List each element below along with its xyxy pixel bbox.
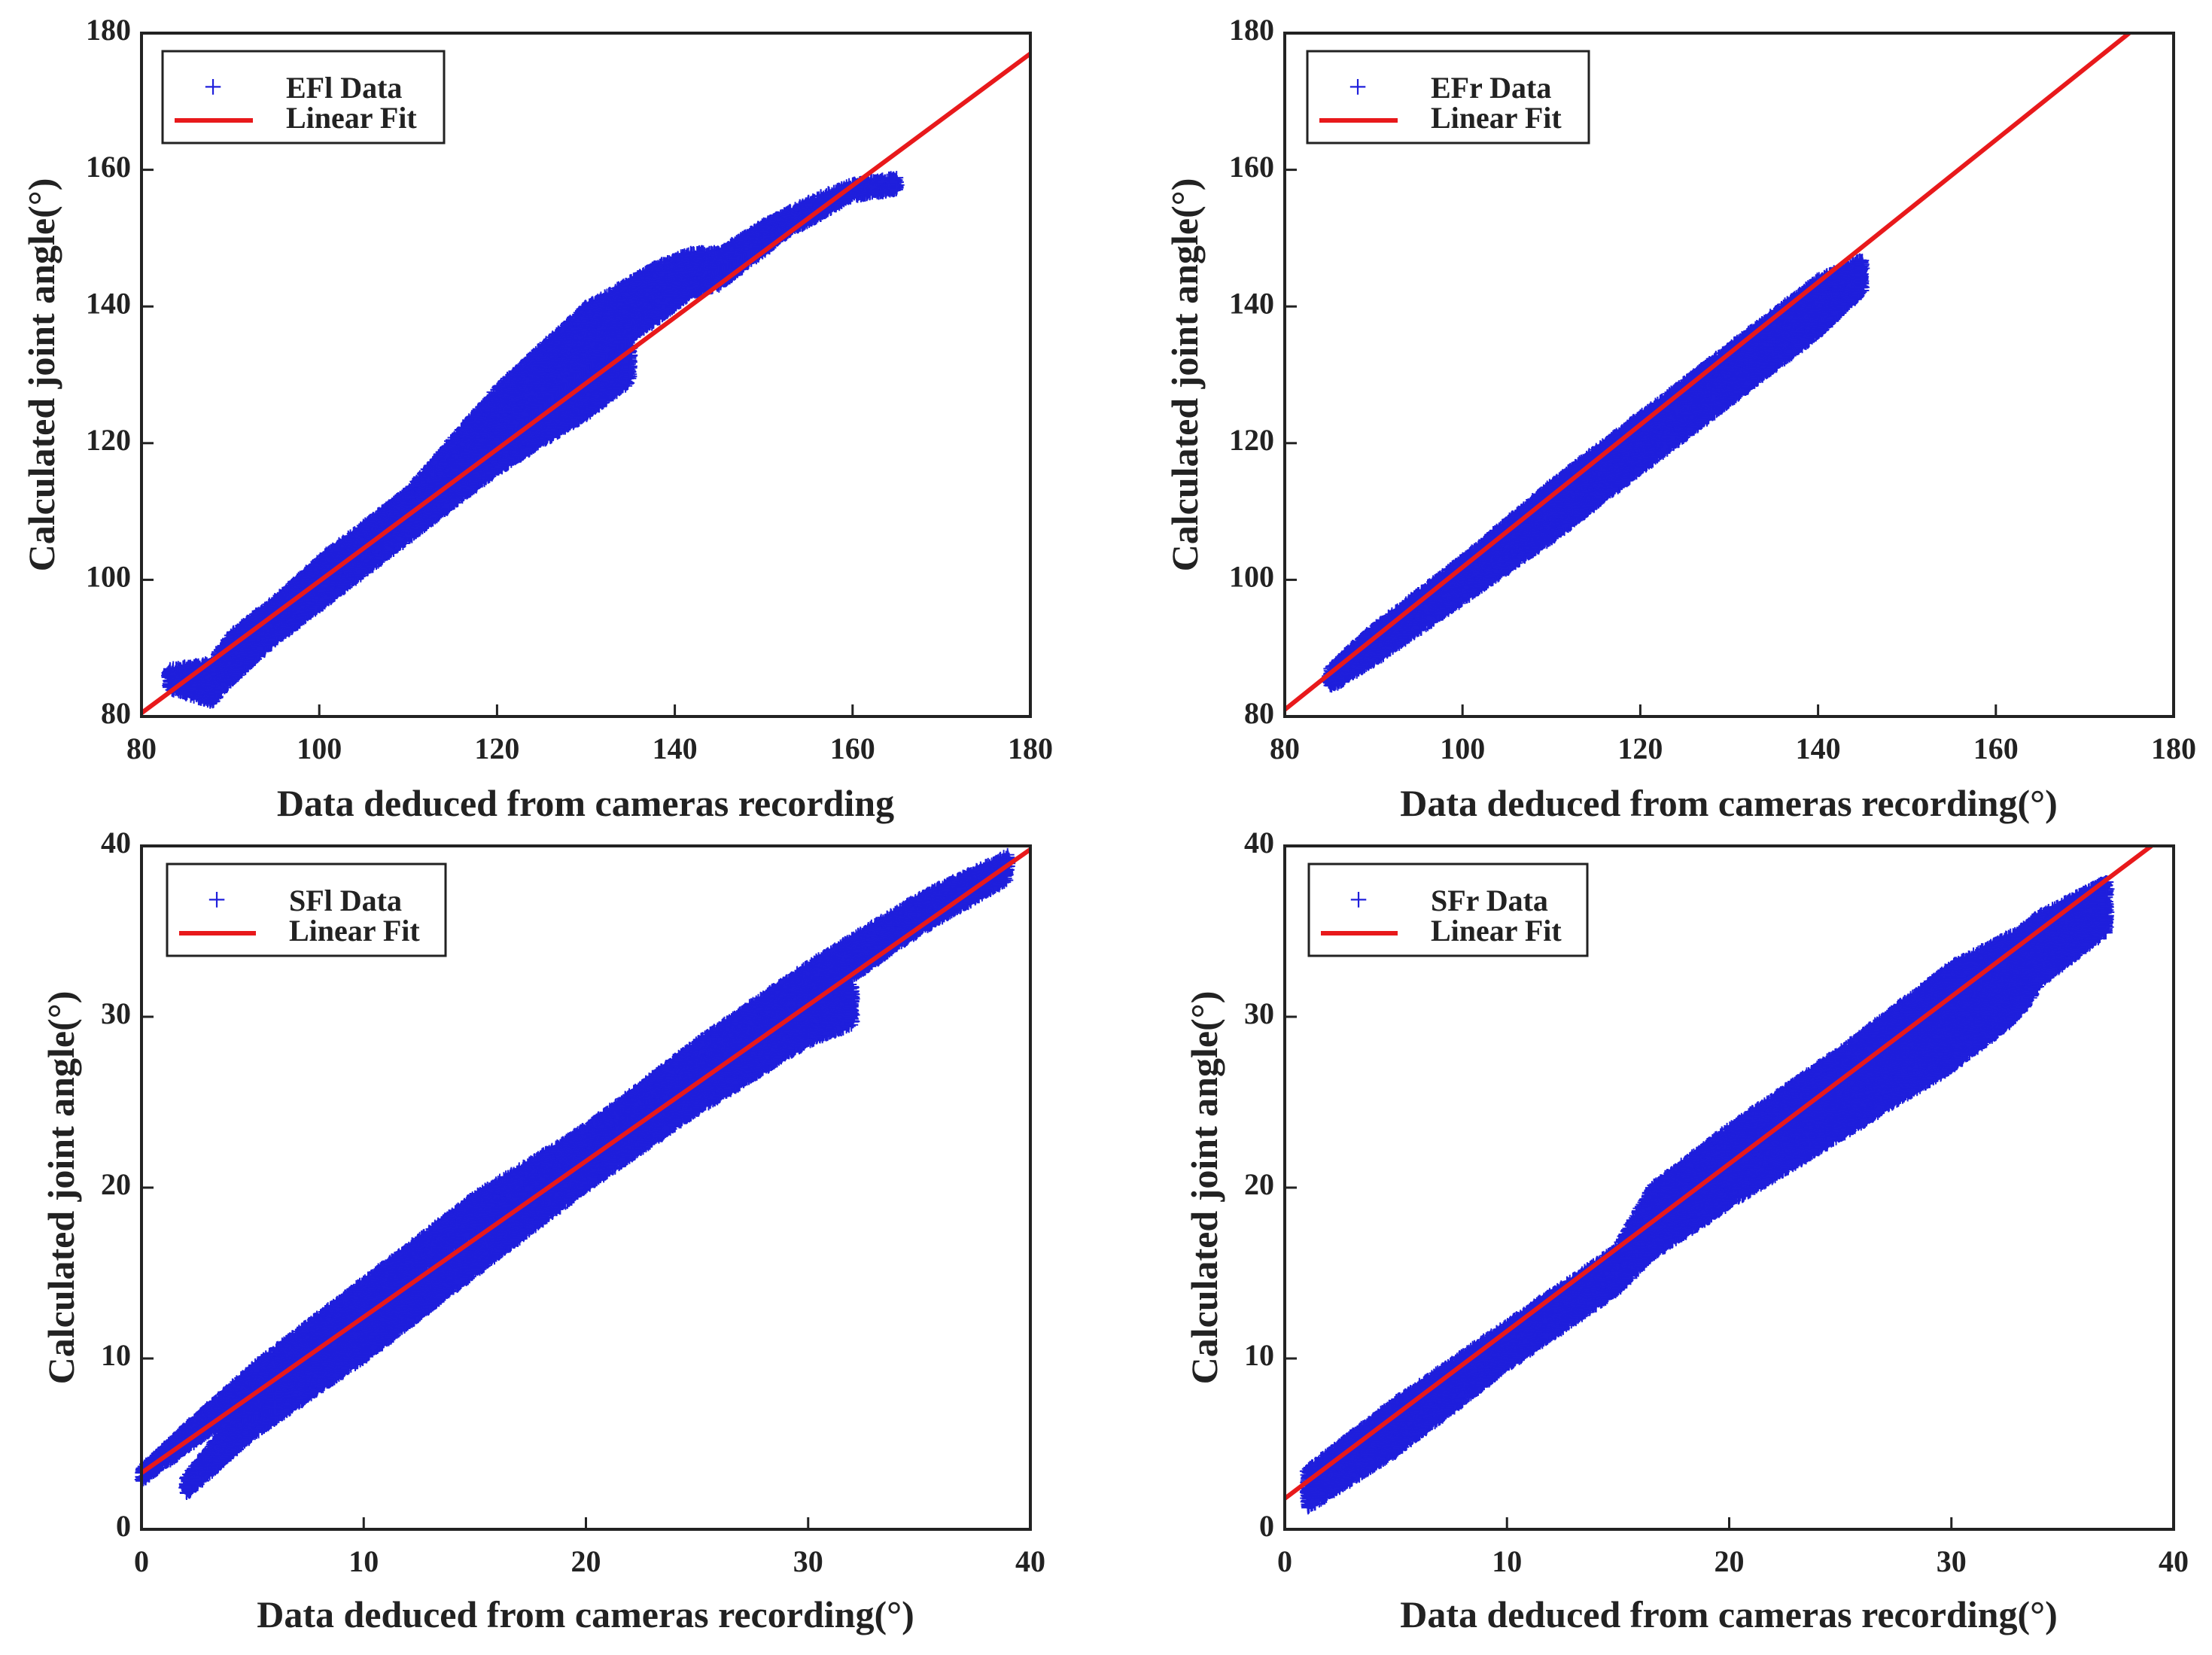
figure: 80 100 120 140 160 18080100120140160180 Data … <box>0 0 2212 1655</box>
